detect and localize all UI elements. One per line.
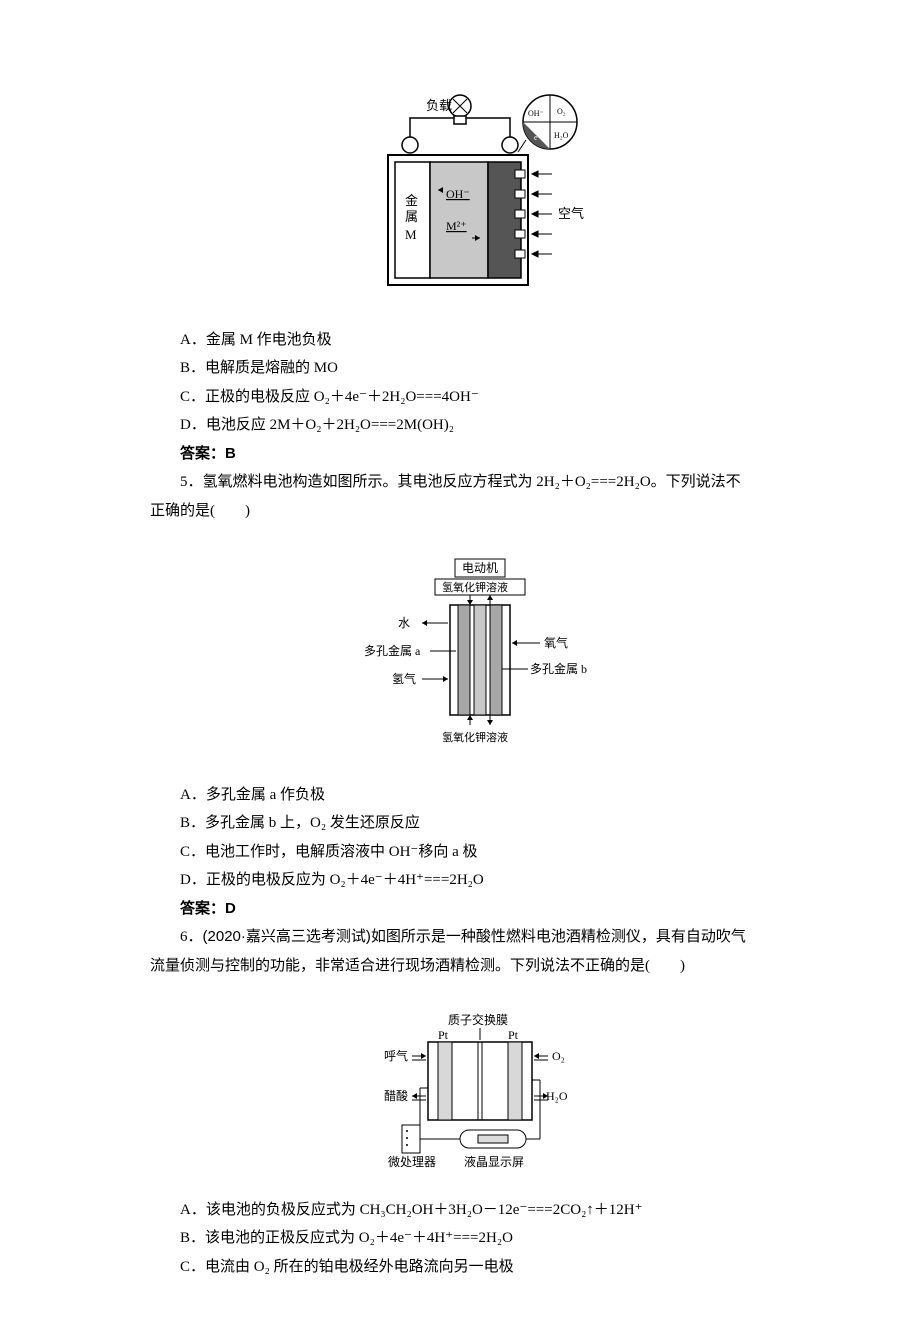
label-porous-a: 多孔金属 a [364, 643, 421, 658]
zoom-e: e⁻ [534, 133, 542, 142]
label-koh-top: 氢氧化钾溶液 [442, 580, 508, 594]
q6-stem: 6．(2020·嘉兴高三选考测试)如图所示是一种酸性燃料电池酒精检测仪，具有自动… [150, 923, 810, 980]
label-pt-right: Pt [508, 1028, 519, 1042]
figure-fuel-cell: 电动机 氢氧化钾溶液 水 多孔金属 a 氢气 氧气 多孔金属 b [150, 555, 810, 766]
label-pt-left: Pt [438, 1028, 449, 1042]
label-o2: 氧气 [544, 635, 568, 650]
q5-stem: 5．氢氧燃料电池构造如图所示。其电池反应方程式为 2H₂＋O₂===2H₂O。下… [150, 468, 810, 525]
label-m2: M²⁺ [446, 219, 467, 233]
label-metal-2: 属 [405, 209, 418, 224]
label-cpu: 微处理器 [388, 1155, 436, 1169]
q4-option-a: A．金属 M 作电池负极 [150, 326, 810, 355]
label-water: 水 [398, 616, 410, 630]
q4-option-c: C．正极的电极反应 O₂＋4e⁻＋2H₂O===4OH⁻ [150, 383, 810, 412]
zoom-o2: O₂ [557, 107, 566, 116]
label-porous-b: 多孔金属 b [530, 661, 587, 676]
zoom-h2o: H₂O [554, 131, 569, 140]
q6-option-b: B．该电池的正极反应式为 O₂＋4e⁻＋4H⁺===2H₂O [150, 1224, 810, 1253]
label-metal-3: M [405, 227, 417, 242]
label-air: 空气 [558, 206, 584, 221]
q4-option-b: B．电解质是熔融的 MO [150, 354, 810, 383]
q6-option-a: A．该电池的负极反应式为 CH₃CH₂OH＋3H₂O－12e⁻===2CO₂↑＋… [150, 1196, 810, 1225]
label-h2: 氢气 [392, 671, 416, 686]
label-koh-bot: 氢氧化钾溶液 [442, 730, 508, 744]
label-membrane: 质子交换膜 [448, 1012, 508, 1027]
label-oh: OH⁻ [446, 187, 470, 201]
q4-answer: 答案：B [150, 440, 810, 469]
q6-option-c: C．电流由 O₂ 所在的铂电极经外电路流向另一电极 [150, 1253, 810, 1282]
q5-option-b: B．多孔金属 b 上，O₂ 发生还原反应 [150, 809, 810, 838]
q5-option-c: C．电池工作时，电解质溶液中 OH⁻移向 a 极 [150, 838, 810, 867]
figure-metal-air: 负载 OH⁻ O₂ H₂O e⁻ [150, 90, 810, 311]
label-h2o-out: H₂O [546, 1089, 568, 1103]
label-o2-in: O₂ [552, 1049, 565, 1063]
label-breath: 呼气 [384, 1048, 408, 1063]
figure-alcohol-detector: 质子交换膜 Pt Pt 呼气 醋酸 O₂ H₂O [150, 1010, 810, 1181]
q4-option-d: D．电池反应 2M＋O₂＋2H₂O===2M(OH)₂ [150, 411, 810, 440]
label-load: 负载 [426, 98, 452, 113]
label-motor: 电动机 [462, 561, 498, 575]
zoom-oh: OH⁻ [528, 109, 544, 118]
q5-option-a: A．多孔金属 a 作负极 [150, 781, 810, 810]
q5-option-d: D．正极的电极反应为 O₂＋4e⁻＋4H⁺===2H₂O [150, 866, 810, 895]
label-lcd: 液晶显示屏 [464, 1154, 524, 1169]
label-metal-1: 金 [405, 193, 418, 208]
q5-answer: 答案：D [150, 895, 810, 924]
label-acid: 醋酸 [384, 1088, 408, 1103]
